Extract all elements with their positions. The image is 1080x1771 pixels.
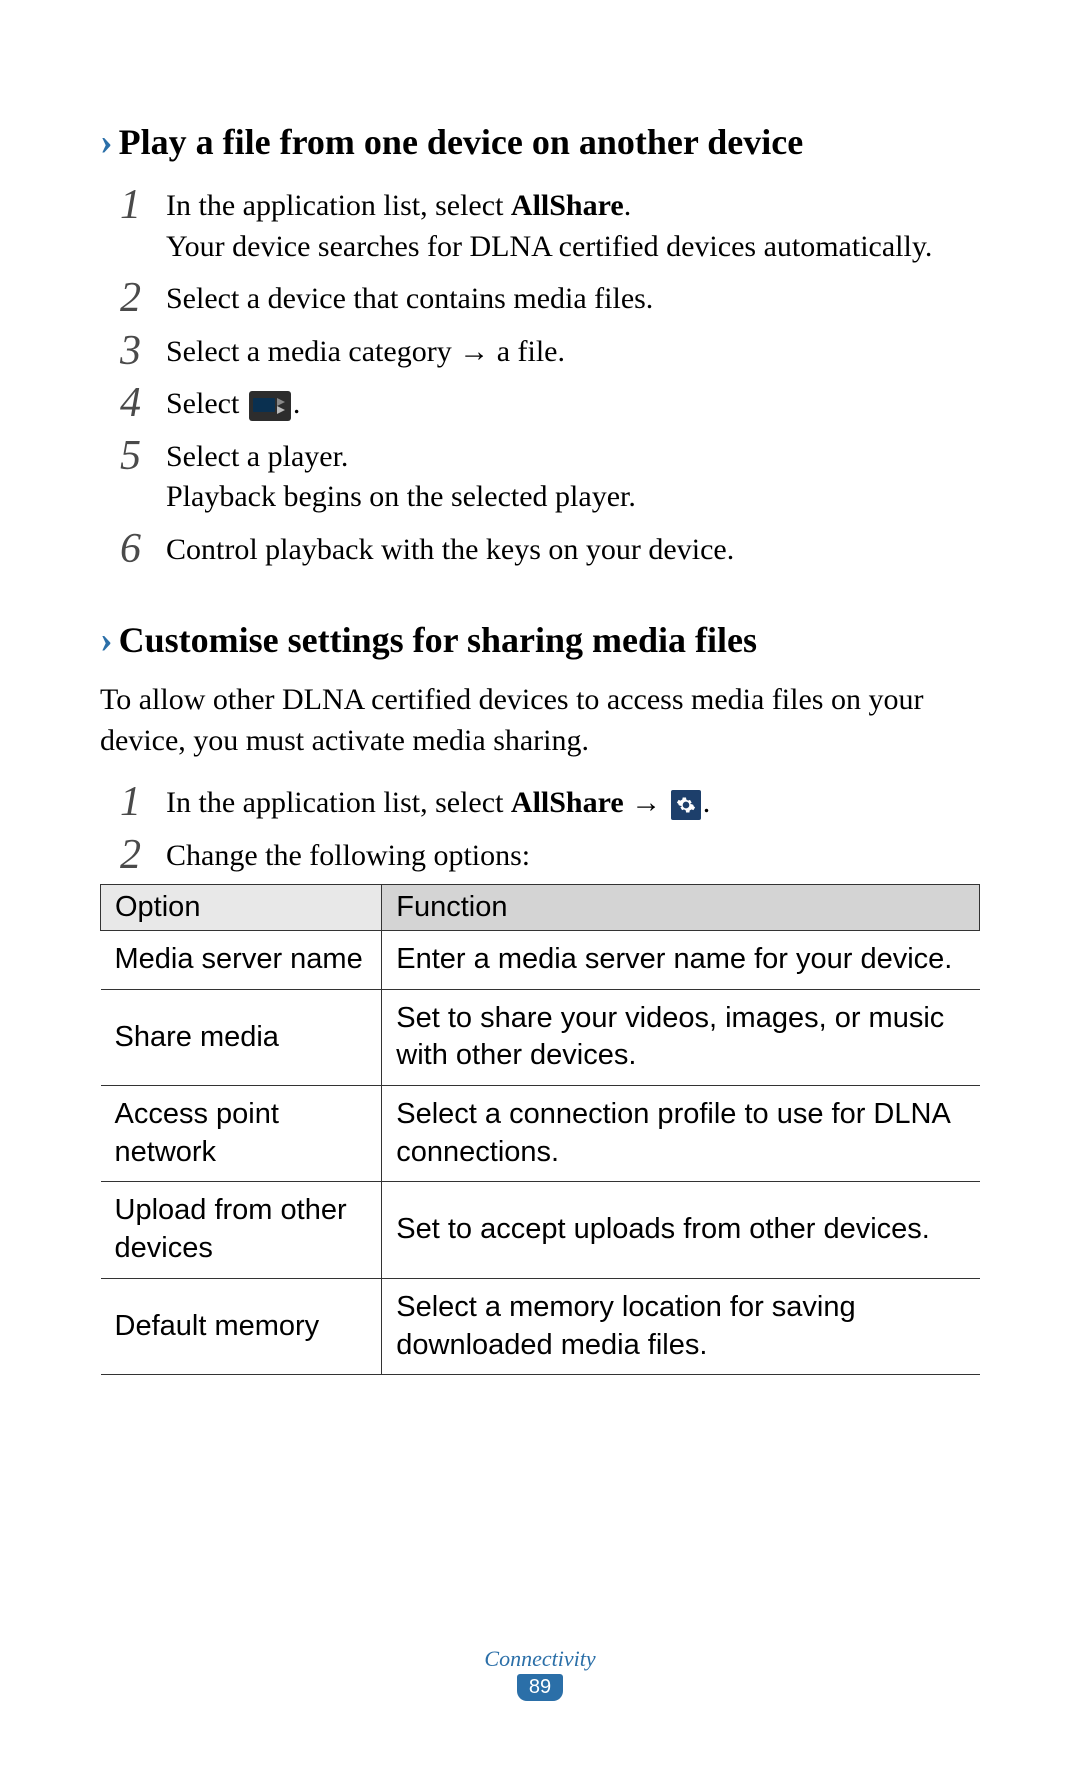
option-cell: Share media	[101, 989, 382, 1085]
footer-section-name: Connectivity	[0, 1646, 1080, 1672]
function-cell: Select a memory location for saving down…	[382, 1278, 980, 1374]
step-text: Change the following options:	[166, 839, 530, 872]
step-number: 5	[120, 433, 166, 477]
step-text: In the application list, select	[166, 786, 511, 819]
chevron-icon: ›	[100, 618, 113, 662]
step-body: In the application list, select AllShare…	[166, 779, 980, 824]
step-text-after: .	[703, 786, 711, 819]
step-bold: AllShare	[511, 189, 624, 222]
option-cell: Access point network	[101, 1086, 382, 1182]
page-footer: Connectivity 89	[0, 1646, 1080, 1701]
step-body: Select a media category → a file.	[166, 328, 980, 373]
step-body: Select a player. Playback begins on the …	[166, 433, 980, 518]
heading-1-text: Play a file from one device on another d…	[119, 121, 804, 163]
section-2-intro: To allow other DLNA certified devices to…	[100, 680, 980, 761]
option-cell: Media server name	[101, 931, 382, 990]
step-body: Select a device that contains media file…	[166, 275, 980, 320]
step-number: 3	[120, 328, 166, 372]
page-number-badge: 89	[517, 1674, 563, 1701]
th-function: Function	[382, 885, 980, 931]
section-heading-2: › Customise settings for sharing media f…	[100, 618, 980, 662]
step-text: Select	[166, 387, 247, 420]
table-row: Media server name Enter a media server n…	[101, 931, 980, 990]
screen-cast-icon	[249, 391, 291, 421]
step-body: Change the following options:	[166, 832, 980, 877]
step-text-after: .	[293, 387, 301, 420]
step-1-3: 3 Select a media category → a file.	[100, 328, 980, 373]
function-cell: Select a connection profile to use for D…	[382, 1086, 980, 1182]
chevron-icon: ›	[100, 120, 113, 164]
step-1-2: 2 Select a device that contains media fi…	[100, 275, 980, 320]
step-number: 2	[120, 275, 166, 319]
step-text: Select a media category → a file.	[166, 335, 565, 368]
step-number: 2	[120, 832, 166, 876]
function-cell: Enter a media server name for your devic…	[382, 931, 980, 990]
step-number: 1	[120, 182, 166, 226]
step-body: In the application list, select AllShare…	[166, 182, 980, 267]
step-extra: Playback begins on the selected player.	[166, 480, 636, 513]
option-cell: Upload from other devices	[101, 1182, 382, 1278]
step-text: Select a player.	[166, 440, 348, 473]
step-text-after: .	[624, 189, 632, 222]
function-cell: Set to share your videos, images, or mus…	[382, 989, 980, 1085]
step-bold: AllShare	[511, 786, 624, 819]
table-row: Access point network Select a connection…	[101, 1086, 980, 1182]
step-2-1: 1 In the application list, select AllSha…	[100, 779, 980, 824]
step-1-4: 4 Select .	[100, 380, 980, 425]
options-table: Option Function Media server name Enter …	[100, 884, 980, 1375]
step-text: Select a device that contains media file…	[166, 282, 653, 315]
step-extra: Your device searches for DLNA certified …	[166, 230, 932, 263]
step-text: Control playback with the keys on your d…	[166, 533, 734, 566]
step-text: In the application list, select	[166, 189, 511, 222]
step-2-2: 2 Change the following options:	[100, 832, 980, 877]
step-arrow: →	[624, 786, 669, 819]
step-body: Control playback with the keys on your d…	[166, 526, 980, 571]
function-cell: Set to accept uploads from other devices…	[382, 1182, 980, 1278]
option-cell: Default memory	[101, 1278, 382, 1374]
table-row: Default memory Select a memory location …	[101, 1278, 980, 1374]
table-row: Share media Set to share your videos, im…	[101, 989, 980, 1085]
step-number: 4	[120, 380, 166, 424]
step-1-6: 6 Control playback with the keys on your…	[100, 526, 980, 571]
gear-icon	[671, 790, 701, 820]
heading-2-text: Customise settings for sharing media fil…	[119, 619, 757, 661]
th-option: Option	[101, 885, 382, 931]
table-row: Upload from other devices Set to accept …	[101, 1182, 980, 1278]
step-number: 6	[120, 526, 166, 570]
step-1-5: 5 Select a player. Playback begins on th…	[100, 433, 980, 518]
step-body: Select .	[166, 380, 980, 425]
step-number: 1	[120, 779, 166, 823]
step-1-1: 1 In the application list, select AllSha…	[100, 182, 980, 267]
section-heading-1: › Play a file from one device on another…	[100, 120, 980, 164]
